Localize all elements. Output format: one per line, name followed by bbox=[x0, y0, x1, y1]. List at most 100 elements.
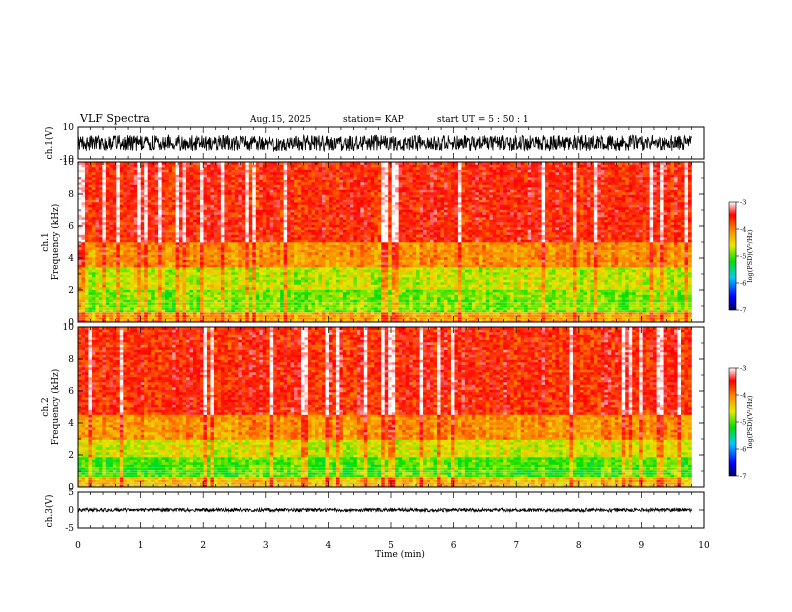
spectrogram-cell bbox=[92, 190, 96, 193]
spectrogram-cell bbox=[169, 180, 173, 183]
spectrogram-cell bbox=[162, 252, 166, 255]
spectrogram-cell bbox=[113, 242, 117, 245]
spectrogram-cell bbox=[162, 297, 166, 300]
spectrogram-cell bbox=[109, 250, 113, 253]
spectrogram-cell bbox=[162, 280, 166, 283]
spectrogram-cell bbox=[172, 182, 176, 185]
spectrogram-cell bbox=[99, 190, 103, 193]
spectrogram-cell bbox=[120, 287, 124, 290]
spectrogram-cell bbox=[155, 230, 159, 233]
spectrogram-cell bbox=[179, 242, 183, 245]
spectrogram-cell bbox=[106, 170, 110, 173]
spectrogram-cell bbox=[130, 270, 134, 273]
spectrogram-cell bbox=[179, 282, 183, 285]
spectrogram-cell bbox=[137, 240, 141, 243]
spectrogram-cell bbox=[113, 317, 117, 320]
spectrogram-cell bbox=[165, 180, 169, 183]
spectrogram-cell bbox=[172, 235, 176, 238]
spectrogram-cell bbox=[144, 237, 148, 240]
spectrogram-cell bbox=[162, 195, 166, 198]
date-label: Aug.15, 2025 bbox=[249, 115, 311, 125]
spectrogram-cell bbox=[155, 222, 159, 225]
spectrogram-cell bbox=[81, 222, 85, 225]
spectrogram-cell bbox=[179, 185, 183, 188]
spectrogram-cell bbox=[120, 240, 124, 243]
spectrogram-cell bbox=[106, 167, 110, 170]
spectrogram-cell bbox=[88, 235, 92, 238]
spectrogram-cell bbox=[85, 167, 89, 170]
spectrogram-cell bbox=[106, 270, 110, 273]
spectrogram-cell bbox=[81, 275, 85, 278]
spectrogram-cell bbox=[106, 207, 110, 210]
spectrogram-cell bbox=[179, 290, 183, 293]
spectrogram-cell bbox=[151, 182, 155, 185]
spectrogram-cell bbox=[134, 252, 138, 255]
spectrogram-cell bbox=[95, 297, 99, 300]
spectrogram-cell bbox=[172, 190, 176, 193]
spectrogram-cell bbox=[113, 190, 117, 193]
spectrogram-cell bbox=[179, 202, 183, 205]
spectrogram-cell bbox=[127, 242, 131, 245]
spectrogram-cell bbox=[172, 167, 176, 170]
spectrogram-cell bbox=[172, 287, 176, 290]
spectrogram-cell bbox=[127, 272, 131, 275]
spectrogram-cell bbox=[148, 305, 152, 308]
spectrogram-cell bbox=[102, 175, 106, 178]
spectrogram-cell bbox=[183, 295, 187, 298]
spectrogram-cell bbox=[158, 237, 162, 240]
spectrogram-cell bbox=[88, 222, 92, 225]
spectrogram-cell bbox=[155, 262, 159, 265]
spectrogram-cell bbox=[106, 197, 110, 200]
spectrogram-cell bbox=[109, 190, 113, 193]
spectrogram-cell bbox=[88, 280, 92, 283]
spectrogram-cell bbox=[162, 290, 166, 293]
spectrogram-cell bbox=[134, 297, 138, 300]
spectrogram-cell bbox=[176, 282, 180, 285]
spectrogram-cell bbox=[169, 182, 173, 185]
spectrogram-cell bbox=[176, 237, 180, 240]
spectrogram-cell bbox=[141, 247, 145, 250]
spectrogram-cell bbox=[120, 187, 124, 190]
spectrogram-cell bbox=[106, 205, 110, 208]
spectrogram-cell bbox=[162, 227, 166, 230]
spectrogram-cell bbox=[141, 165, 145, 168]
spectrogram-cell bbox=[179, 217, 183, 220]
spectrogram-cell bbox=[99, 247, 103, 250]
spectrogram-cell bbox=[123, 200, 127, 203]
spectrogram-cell bbox=[109, 265, 113, 268]
spectrogram-cell bbox=[106, 280, 110, 283]
spectrogram-cell bbox=[158, 212, 162, 215]
spectrogram-cell bbox=[148, 195, 152, 198]
spectrogram-cell bbox=[102, 235, 106, 238]
spectrogram-cell bbox=[113, 167, 117, 170]
spectrogram-cell bbox=[95, 302, 99, 305]
spectrogram-cell bbox=[144, 250, 148, 253]
spectrogram-cell bbox=[165, 255, 169, 258]
spectrogram-cell bbox=[81, 180, 85, 183]
spectrogram-cell bbox=[130, 237, 134, 240]
spectrogram-cell bbox=[109, 257, 113, 260]
spectrogram-cell bbox=[134, 247, 138, 250]
spectrogram-cell bbox=[176, 240, 180, 243]
spectrogram-cell bbox=[162, 302, 166, 305]
spectrogram-cell bbox=[92, 210, 96, 213]
spectrogram-cell bbox=[88, 187, 92, 190]
spectrogram-cell bbox=[158, 290, 162, 293]
spectrogram-cell bbox=[106, 227, 110, 230]
spectrogram-cell bbox=[130, 250, 134, 253]
spectrogram-cell bbox=[120, 290, 124, 293]
spectrogram-cell bbox=[134, 170, 138, 173]
spectrogram-cell bbox=[88, 252, 92, 255]
spectrogram-cell bbox=[95, 265, 99, 268]
spectrogram-cell bbox=[120, 205, 124, 208]
spectrogram-cell bbox=[95, 182, 99, 185]
spectrogram-cell bbox=[130, 267, 134, 270]
spectrogram-cell bbox=[92, 195, 96, 198]
spectrogram-cell bbox=[99, 220, 103, 223]
spectrogram-cell bbox=[106, 272, 110, 275]
spectrogram-cell bbox=[162, 220, 166, 223]
spectrogram-cell bbox=[106, 165, 110, 168]
spectrogram-cell bbox=[106, 287, 110, 290]
spectrogram-cell bbox=[148, 250, 152, 253]
spectrogram-cell bbox=[169, 277, 173, 280]
